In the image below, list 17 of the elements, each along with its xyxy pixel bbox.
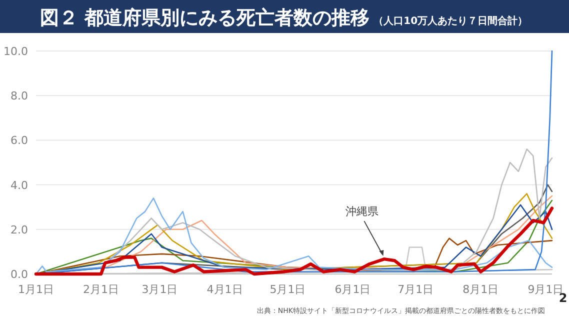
- y-tick-label: 6.0: [10, 134, 28, 148]
- y-tick-label: 0.0: [10, 268, 28, 281]
- y-tick-label: 10.0: [4, 45, 28, 58]
- x-tick-label: 8月1日: [462, 283, 499, 296]
- y-tick-label: 8.0: [10, 90, 28, 103]
- x-tick-label: 4月1日: [206, 283, 243, 296]
- x-tick-label: 6月1日: [334, 283, 371, 296]
- chart-title: 図２ 都道府県別にみる死亡者数の推移: [40, 7, 370, 29]
- y-tick-label: 2.0: [10, 223, 28, 236]
- x-tick-label: 2月1日: [83, 283, 120, 296]
- x-tick-label: 5月1日: [270, 283, 306, 296]
- y-tick-label: 4.0: [10, 178, 28, 192]
- text: 沖縄県: [346, 205, 379, 218]
- x-tick-label: 3月1日: [142, 283, 178, 296]
- x-tick-label: 7月1日: [398, 283, 434, 296]
- chart-subtitle: （人口10万人あたり７日間合計）: [374, 15, 528, 27]
- x-tick-label: 1月1日: [18, 283, 54, 296]
